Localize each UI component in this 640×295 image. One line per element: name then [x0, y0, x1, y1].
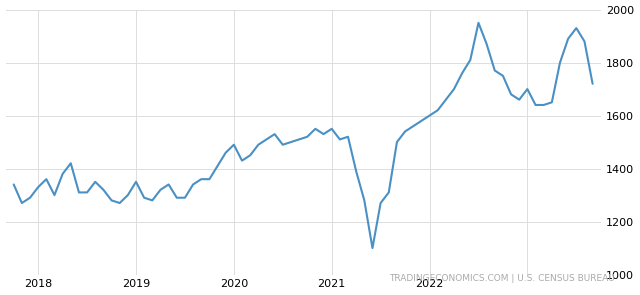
Text: TRADINGECONOMICS.COM | U.S. CENSUS BUREAU: TRADINGECONOMICS.COM | U.S. CENSUS BUREA… [388, 274, 614, 283]
